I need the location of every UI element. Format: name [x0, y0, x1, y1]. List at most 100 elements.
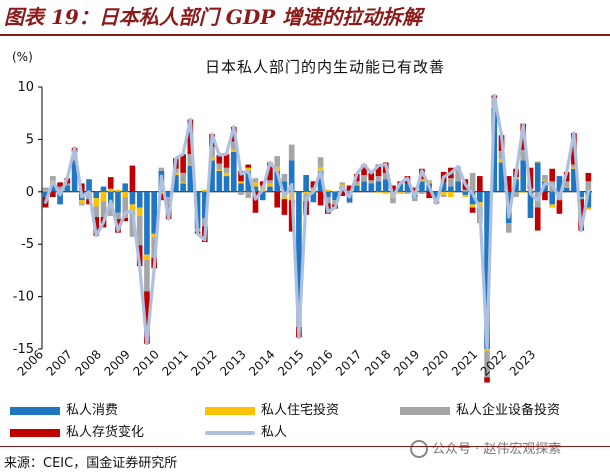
bar-equipment [42, 187, 49, 191]
bar-equipment [440, 194, 447, 198]
bar-housing [230, 149, 237, 152]
bar-housing [426, 181, 432, 184]
x-tick-label: 2011 [159, 347, 190, 378]
bar-housing [542, 180, 548, 182]
bar-consumption [571, 168, 577, 192]
bar-consumption [382, 179, 389, 192]
line-private [44, 93, 590, 351]
bar-housing [173, 172, 179, 176]
bar-equipment [57, 186, 63, 191]
bar-equipment [462, 189, 469, 192]
bar-housing [382, 191, 389, 194]
private-line [44, 93, 590, 351]
bar-equipment [520, 149, 527, 161]
bar-housing [571, 167, 577, 169]
bar-equipment [107, 207, 114, 216]
bar-inventory [238, 170, 244, 182]
bar-consumption [397, 183, 404, 192]
bar-consumption [477, 191, 483, 203]
legend-item-inventory: 私人存货变化 [10, 424, 144, 442]
bar-consumption [455, 181, 461, 192]
bar-housing [448, 191, 454, 198]
bar-inventory [180, 154, 186, 173]
bar-consumption [223, 176, 230, 192]
bar-housing [585, 207, 592, 210]
y-tick-label: 5 [26, 132, 34, 147]
legend-swatch-housing [205, 406, 255, 415]
x-tick-label: 2023 [507, 347, 538, 378]
bar-consumption [209, 160, 215, 192]
bar-housing [325, 189, 331, 192]
tick-labels: 1050-5-10-152006200720082009201020112012… [13, 80, 538, 379]
bar-housing [209, 157, 215, 161]
bar-consumption [368, 183, 375, 192]
bar-equipment [129, 210, 136, 237]
x-tick-label: 2022 [478, 347, 509, 378]
bar-equipment [455, 166, 461, 182]
bar-housing [100, 191, 107, 202]
bar-housing [122, 191, 129, 198]
bar-equipment [404, 191, 411, 194]
bars [42, 95, 592, 383]
bar-consumption [296, 191, 302, 302]
bar-inventory [259, 181, 266, 186]
bar-equipment [368, 180, 375, 184]
bar-consumption [317, 170, 324, 192]
bar-equipment [144, 259, 150, 292]
x-tick-label: 2020 [420, 347, 451, 378]
bar-consumption [288, 160, 295, 192]
watermark: 公众号 · 赵伟宏观探索 [410, 438, 561, 459]
bar-consumption [549, 191, 556, 205]
bar-consumption [462, 191, 469, 195]
bar-inventory [542, 191, 548, 201]
bar-housing [107, 188, 114, 192]
bar-inventory [252, 191, 259, 213]
bar-equipment [151, 236, 157, 258]
y-tick-label: 0 [26, 185, 34, 200]
bar-consumption [448, 186, 454, 192]
bar-consumption [173, 175, 179, 192]
bar-equipment [230, 141, 237, 150]
bar-consumption [484, 191, 490, 349]
bar-equipment [563, 181, 570, 187]
bar-consumption [238, 183, 244, 192]
bar-equipment [571, 164, 577, 168]
bar-consumption [252, 186, 259, 192]
legend-label-consumption: 私人消费 [66, 403, 119, 418]
bar-equipment [382, 172, 389, 180]
bar-consumption [361, 181, 367, 192]
bar-inventory [144, 291, 150, 344]
bar-housing [267, 183, 273, 187]
bar-inventory [534, 207, 541, 231]
bar-housing [42, 190, 49, 192]
bar-consumption [563, 187, 570, 192]
x-tick-label: 2010 [130, 347, 161, 378]
legend-swatch-private [205, 430, 255, 435]
y-tick-label: -5 [21, 237, 34, 252]
bar-inventory [556, 200, 563, 214]
bar-housing [549, 204, 556, 208]
bar-equipment [216, 163, 223, 170]
bar-equipment [93, 206, 100, 217]
bar-inventory [122, 218, 129, 222]
bar-equipment [245, 191, 252, 199]
bar-consumption [498, 162, 505, 192]
x-tick-label: 2021 [449, 347, 480, 378]
bar-inventory [310, 181, 317, 188]
x-tick-label: 2014 [246, 347, 277, 378]
bar-inventory [361, 164, 367, 176]
bar-consumption [42, 191, 49, 198]
bar-inventory [129, 165, 136, 192]
bar-equipment [187, 154, 194, 165]
bar-consumption [180, 183, 186, 192]
bar-consumption [375, 181, 382, 192]
bar-housing [71, 158, 78, 161]
bar-consumption [129, 191, 136, 205]
bar-inventory [484, 377, 490, 383]
legend-label-housing: 私人住宅投资 [261, 403, 340, 418]
bar-consumption [469, 191, 476, 205]
x-tick-label: 2017 [333, 347, 364, 378]
bar-consumption [534, 162, 541, 192]
bar-equipment [165, 197, 172, 206]
bar-housing [144, 254, 150, 260]
